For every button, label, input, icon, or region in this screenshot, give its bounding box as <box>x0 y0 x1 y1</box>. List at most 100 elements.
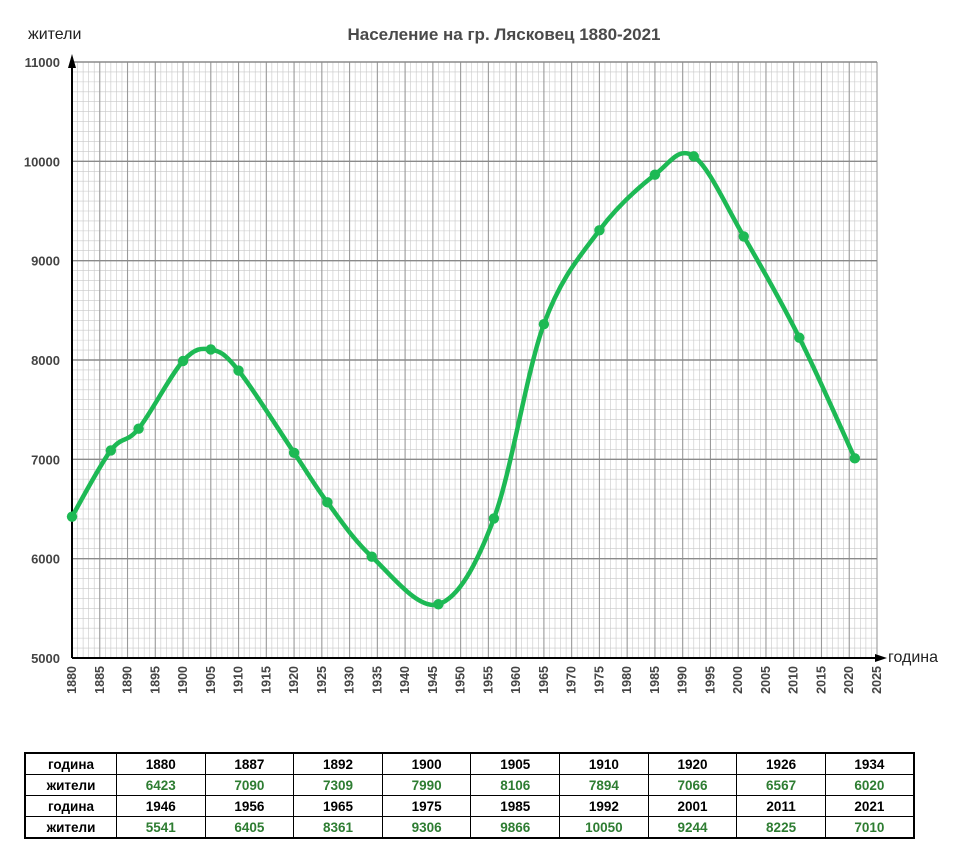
population-table: година 1880 1887 1892 1900 1905 1910 1920 1926 19… <box>24 752 915 839</box>
y-tick-label: 5000 <box>31 651 60 666</box>
x-tick-label: 2025 <box>870 666 884 694</box>
year-header-cell: година <box>24 752 117 775</box>
year-cell: 1934 <box>824 752 915 775</box>
data-point <box>738 231 749 242</box>
data-point <box>288 447 300 458</box>
x-tick-label: 1955 <box>481 666 495 694</box>
population-cell: 7010 <box>824 816 915 839</box>
year-cell: 1956 <box>204 795 295 817</box>
year-cell: 1985 <box>470 795 561 817</box>
data-point <box>133 423 144 434</box>
year-cell: 2001 <box>647 795 738 817</box>
data-point <box>849 453 860 464</box>
x-tick-label: 1980 <box>620 666 634 694</box>
data-point <box>177 355 189 367</box>
x-tick-label: 1890 <box>121 666 135 694</box>
data-point <box>66 511 78 522</box>
year-cell: 1965 <box>293 795 383 817</box>
data-point <box>794 332 805 343</box>
x-tick-label: 1995 <box>703 666 717 694</box>
population-cell: 9866 <box>470 816 561 839</box>
table-population-row: жители 6423 7090 7309 7990 8106 7894 7066 6567 60… <box>24 774 915 796</box>
data-point <box>233 365 244 376</box>
population-cell: 7066 <box>647 774 738 796</box>
year-cell: 1992 <box>559 795 649 817</box>
y-tick-label: 8000 <box>31 353 60 368</box>
major-gridlines <box>71 61 878 659</box>
year-cell: 1910 <box>559 752 649 775</box>
table-population-row: жители 5541 6405 8361 9306 9866 10050 9244 8225 7… <box>24 816 915 839</box>
axes <box>68 54 887 662</box>
x-tick-label: 1940 <box>398 666 412 694</box>
population-cell: 7990 <box>381 774 472 796</box>
y-tick-label: 11000 <box>25 55 60 70</box>
data-point <box>322 497 333 508</box>
data-point <box>538 318 550 330</box>
population-cell: 8225 <box>736 816 826 839</box>
population-cell: 8106 <box>470 774 561 796</box>
year-cell: 1926 <box>736 752 826 775</box>
y-axis-label: жители <box>28 26 81 43</box>
y-tick-labels: 5000 6000 7000 8000 9000 10000 11000 <box>24 55 60 666</box>
x-tick-label: 1975 <box>592 666 606 694</box>
x-tick-label: 1905 <box>204 666 218 694</box>
year-cell: 1880 <box>116 752 206 775</box>
population-cell: 9306 <box>381 816 472 839</box>
year-cell: 1920 <box>647 752 738 775</box>
year-cell: 1892 <box>293 752 383 775</box>
x-tick-label: 1950 <box>454 666 468 694</box>
table-year-row: година 1946 1956 1965 1975 1985 1992 2001 2011 20… <box>24 795 915 817</box>
year-cell: 2021 <box>824 795 915 817</box>
y-tick-label: 6000 <box>31 552 60 567</box>
x-tick-label: 1965 <box>537 666 551 694</box>
x-tick-label: 1915 <box>259 666 273 694</box>
year-cell: 2011 <box>736 795 826 817</box>
x-tick-label: 1885 <box>93 666 107 694</box>
population-cell: 5541 <box>116 816 206 839</box>
year-cell: 1887 <box>204 752 295 775</box>
x-tick-label: 1895 <box>148 666 162 694</box>
x-tick-labels: 1880 1885 1890 1895 1900 1905 1910 1915 1920 1925… <box>65 666 884 694</box>
population-cell: 6567 <box>736 774 826 796</box>
population-cell: 7894 <box>559 774 649 796</box>
data-point <box>433 599 444 610</box>
chart-title: Население на гр. Лясковец 1880-2021 <box>347 25 660 44</box>
x-tick-label: 2020 <box>842 666 856 694</box>
year-cell: 1946 <box>116 795 206 817</box>
table-year-row: година 1880 1887 1892 1900 1905 1910 1920 1926 19… <box>24 752 915 775</box>
x-tick-label: 1920 <box>287 666 301 694</box>
x-tick-label: 1945 <box>426 666 440 694</box>
population-data-points <box>66 151 860 610</box>
population-cell: 6423 <box>116 774 206 796</box>
population-cell: 9244 <box>647 816 738 839</box>
data-point <box>688 151 699 162</box>
x-tick-label: 1880 <box>65 666 79 694</box>
x-axis-label: година <box>888 649 938 666</box>
x-tick-label: 1910 <box>232 666 246 694</box>
x-tick-label: 1930 <box>343 666 357 694</box>
x-tick-label: 2000 <box>731 666 745 694</box>
population-cell: 6020 <box>824 774 915 796</box>
data-point <box>366 551 377 562</box>
x-tick-label: 1925 <box>315 666 329 694</box>
population-cell: 8361 <box>293 816 383 839</box>
population-header-cell: жители <box>24 774 117 796</box>
x-tick-label: 1985 <box>648 666 662 694</box>
y-tick-label: 9000 <box>31 254 60 269</box>
x-tick-label: 1970 <box>565 666 579 694</box>
year-cell: 1905 <box>470 752 561 775</box>
population-header-cell: жители <box>24 816 117 839</box>
y-axis-arrow <box>68 54 76 68</box>
x-tick-label: 2010 <box>787 666 801 694</box>
data-point <box>488 513 500 524</box>
x-tick-label: 1990 <box>676 666 690 694</box>
data-point <box>649 169 661 180</box>
year-cell: 1975 <box>381 795 472 817</box>
x-tick-label: 2005 <box>759 666 773 694</box>
data-point <box>205 344 216 355</box>
data-point <box>594 225 605 236</box>
x-tick-label: 1960 <box>509 666 523 694</box>
x-tick-label: 2015 <box>814 666 828 694</box>
population-cell: 10050 <box>559 816 649 839</box>
